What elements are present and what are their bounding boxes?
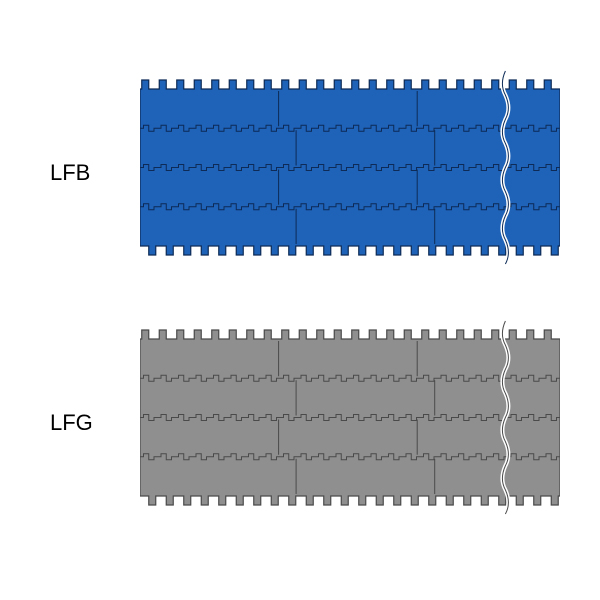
- label-lfb: LFB: [50, 160, 90, 186]
- belt-lfg: [140, 318, 560, 517]
- belt-lfb: [140, 68, 560, 267]
- label-lfg: LFG: [50, 410, 93, 436]
